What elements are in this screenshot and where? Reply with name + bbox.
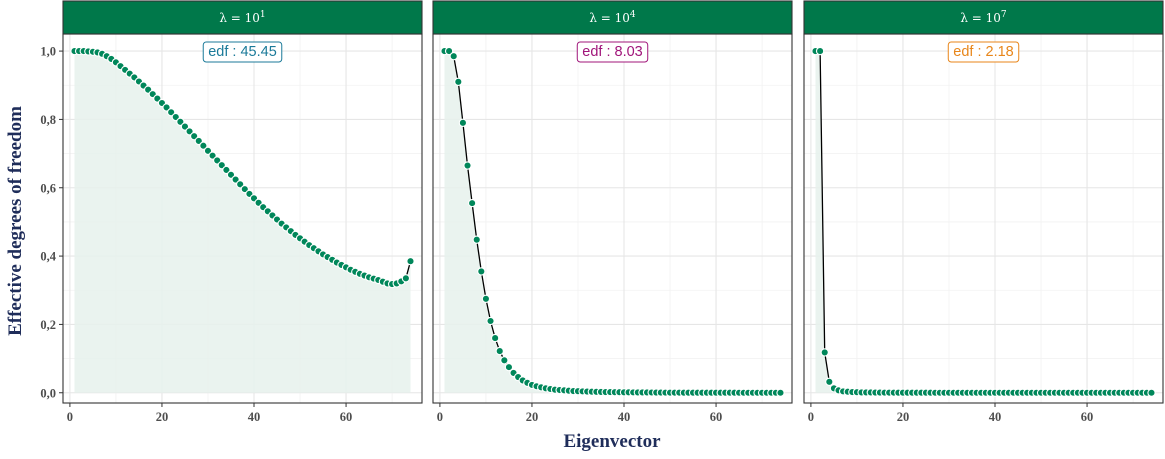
panel-1: λ = 101 edf : 45.45 0 20 40 60 [62,0,423,424]
panel-3: λ = 107 edf : 2.18 0 20 40 60 [803,0,1164,424]
x-tick-label: 0 [67,410,73,424]
x-tick-label: 20 [156,410,169,424]
x-tick-label: 20 [526,410,539,424]
data-point [454,77,463,86]
y-tick-label: 0,0 [40,386,56,400]
data-point [199,141,208,150]
x-tick-label: 40 [618,410,631,424]
area-fill [74,51,411,393]
data-point [406,257,415,266]
data-point [820,348,829,357]
data-point [776,388,785,397]
edf-label-box [202,41,283,63]
data-point [458,118,468,127]
data-point [490,333,500,343]
y-tick-label: 0,8 [40,113,56,127]
data-point [472,235,481,244]
data-point [815,46,825,56]
strip-label: λ = 104 [589,10,636,25]
data-point [1147,388,1156,397]
x-tick-label: 20 [897,410,910,424]
y-tick-label: 0,2 [40,318,56,332]
x-tick-label: 40 [248,410,261,424]
data-point [504,362,514,372]
strip-header [432,0,793,35]
data-point [467,198,477,208]
edf-label: edf : 2.18 [953,44,1013,60]
edf-label: edf : 8.03 [582,44,642,60]
strip-label: λ = 107 [960,10,1007,25]
y-axis-title: Effective degrees of freedom [5,106,26,336]
x-tick-label: 60 [340,410,353,424]
x-tick-label: 60 [1081,410,1094,424]
y-tick-label: 1,0 [40,45,56,59]
data-point [486,316,495,326]
x-tick-label: 60 [710,410,723,424]
edf-label: edf : 45.45 [208,44,277,60]
data-point [481,294,491,303]
data-point [401,274,411,283]
data-point [825,377,834,386]
data-point [495,346,504,356]
x-tick-label: 0 [808,410,814,424]
area-fill [444,51,781,393]
edf-label-box [576,41,649,63]
data-point [449,52,458,61]
panel-2: λ = 104 edf : 8.03 0 20 40 60 [432,0,793,424]
y-tick-label: 0,4 [40,250,56,264]
x-tick-label: 40 [989,410,1002,424]
panel-background [804,34,1163,403]
x-tick-label: 0 [437,410,443,424]
strip-label: λ = 101 [219,10,265,25]
strip-header [803,0,1164,35]
data-point [477,267,486,276]
data-point [500,356,509,365]
edf-label-box [947,41,1020,63]
data-point [463,161,472,170]
strip-header [62,0,423,35]
y-tick-label: 0,6 [40,181,56,195]
data-point [444,46,454,56]
x-axis-title: Eigenvector [563,431,661,452]
